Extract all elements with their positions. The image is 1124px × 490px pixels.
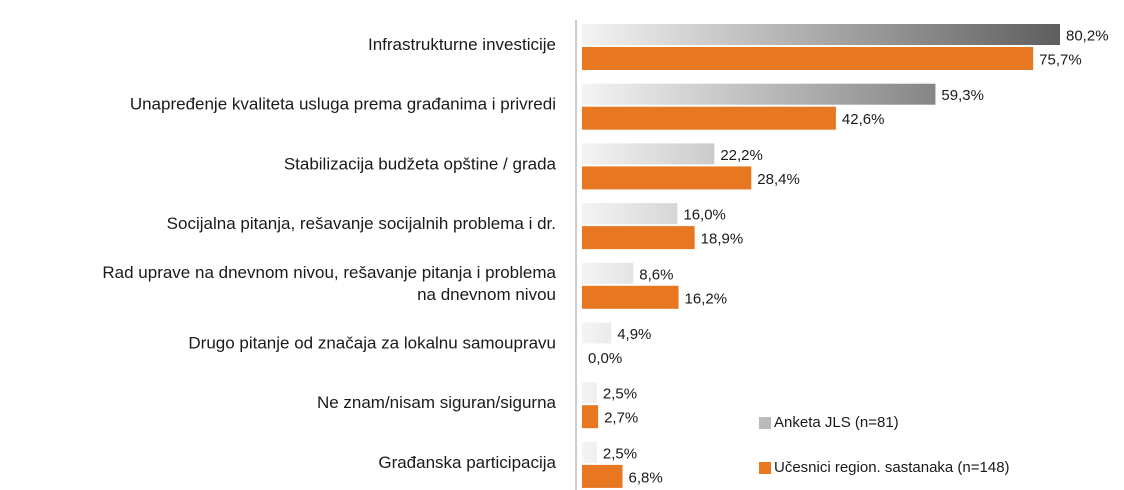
bar <box>582 464 623 488</box>
bar <box>582 106 836 130</box>
value-label: 2,7% <box>604 410 638 427</box>
value-label: 16,0% <box>683 207 726 224</box>
bar <box>582 166 752 190</box>
value-label: 6,8% <box>629 469 663 486</box>
value-label: 75,7% <box>1039 51 1082 68</box>
value-label: 2,5% <box>603 445 637 462</box>
category-label: Infrastrukturne investicije <box>368 35 556 54</box>
bar <box>582 24 1060 45</box>
value-label: 42,6% <box>842 111 885 128</box>
category-label: Unapređenje kvaliteta usluga prema građa… <box>130 95 556 114</box>
value-label: 0,0% <box>588 350 622 367</box>
bar <box>582 441 597 463</box>
legend-swatch <box>759 462 771 474</box>
bar <box>582 322 612 344</box>
category-label: Rad uprave na dnevnom nivou, rešavanje p… <box>102 263 556 304</box>
value-label: 59,3% <box>941 87 984 104</box>
bar <box>582 262 634 284</box>
category-label: Drugo pitanje od značaja za lokalnu samo… <box>188 334 556 353</box>
value-label: 16,2% <box>685 290 728 307</box>
value-label: 2,5% <box>603 386 637 403</box>
category-label: Socijalna pitanja, rešavanje socijalnih … <box>167 215 556 234</box>
legend-label: Anketa JLS (n=81) <box>774 414 899 431</box>
value-label: 4,9% <box>617 326 651 343</box>
bar <box>582 83 936 105</box>
bar <box>582 382 597 404</box>
value-label: 8,6% <box>639 266 673 283</box>
value-label: 28,4% <box>757 171 800 188</box>
category-label: Ne znam/nisam siguran/sigurna <box>317 394 557 413</box>
bar <box>582 143 715 165</box>
value-label: 18,9% <box>701 231 744 248</box>
value-label: 22,2% <box>720 147 763 164</box>
legend-swatch <box>759 417 771 429</box>
category-label: Građanska participacija <box>378 453 556 472</box>
bar <box>582 203 678 225</box>
bar <box>582 226 695 250</box>
legend-label: Učesnici region. sastanaka (n=148) <box>774 459 1010 476</box>
bar <box>582 285 679 309</box>
value-label: 80,2% <box>1066 27 1109 44</box>
bar <box>582 47 1034 70</box>
category-label: Stabilizacija budžeta opštine / grada <box>284 155 557 174</box>
bar <box>582 405 599 429</box>
